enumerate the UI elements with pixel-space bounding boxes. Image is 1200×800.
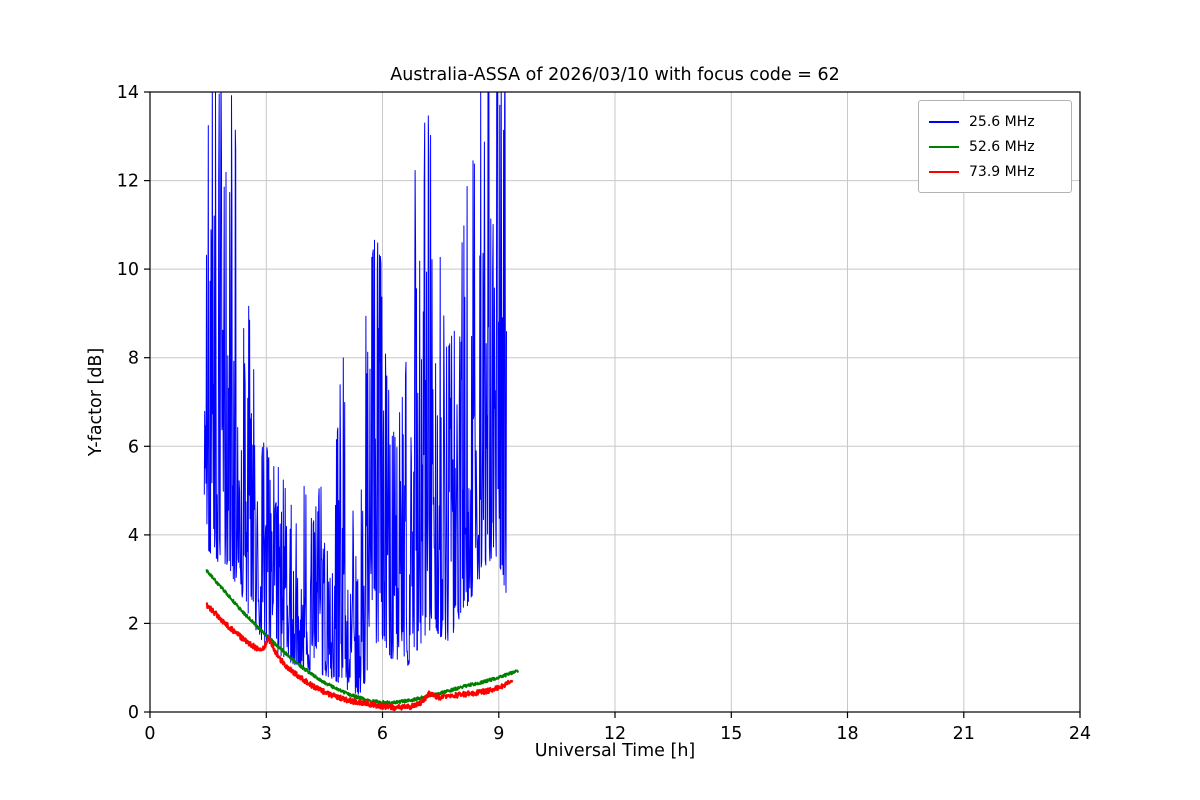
x-axis-label: Universal Time [h] <box>534 741 696 761</box>
x-tick-label: 6 <box>377 724 388 744</box>
x-tick-label: 9 <box>493 724 504 744</box>
y-tick-label: 2 <box>128 614 139 634</box>
legend: 25.6 MHz 52.6 MHz 73.9 MHz <box>918 100 1072 193</box>
y-tick-label: 4 <box>128 526 139 546</box>
series-73-9-mhz <box>205 602 514 712</box>
legend-label: 73.9 MHz <box>969 163 1035 180</box>
series-52-6-mhz <box>205 568 519 705</box>
x-tick-label: 21 <box>953 724 975 744</box>
y-tick-label: 0 <box>128 703 139 723</box>
legend-line-sample-green <box>929 145 959 148</box>
x-tick-label: 24 <box>1069 724 1091 744</box>
legend-label: 25.6 MHz <box>969 113 1035 130</box>
legend-entry-25-6-mhz: 25.6 MHz <box>929 109 1061 134</box>
y-tick-label: 14 <box>117 83 139 103</box>
x-tick-label: 18 <box>836 724 858 744</box>
x-tick-label: 15 <box>720 724 742 744</box>
y-axis-label: Y-factor [dB] <box>86 347 106 457</box>
x-tick-label: 3 <box>261 724 272 744</box>
y-tick-label: 8 <box>128 349 139 369</box>
legend-entry-73-9-mhz: 73.9 MHz <box>929 159 1061 184</box>
y-tick-label: 10 <box>117 260 139 280</box>
series-25-6-mhz <box>203 92 507 695</box>
legend-label: 52.6 MHz <box>969 138 1035 155</box>
chart-title: Australia-ASSA of 2026/03/10 with focus … <box>390 65 840 85</box>
y-tick-label: 12 <box>117 172 139 192</box>
legend-line-sample-blue <box>929 120 959 123</box>
y-tick-label: 6 <box>128 437 139 457</box>
x-tick-label: 0 <box>144 724 155 744</box>
legend-entry-52-6-mhz: 52.6 MHz <box>929 134 1061 159</box>
x-tick-label: 12 <box>604 724 626 744</box>
legend-line-sample-red <box>929 170 959 173</box>
